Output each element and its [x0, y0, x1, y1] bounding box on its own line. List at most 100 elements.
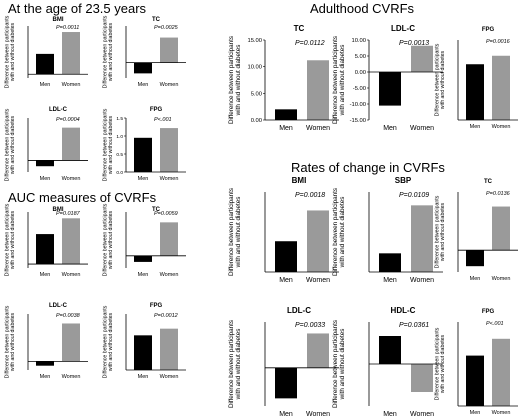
p-value-label: P=0.0033	[295, 322, 325, 329]
x-tick-label: Women	[62, 82, 81, 88]
y-axis-label: Difference between participantswith and …	[228, 188, 242, 276]
chart-title: LDL-C	[287, 306, 311, 315]
x-tick-label: Men	[138, 272, 149, 278]
x-tick-label: Men	[138, 82, 149, 88]
bar-women	[411, 364, 433, 392]
y-axis-label: Difference between participantswith and …	[102, 203, 114, 276]
y-axis-label: Difference between participantswith and …	[4, 108, 16, 181]
p-value-label: P<.001	[486, 321, 504, 327]
x-tick-label: Men	[138, 374, 149, 380]
section-title-rates: Rates of change in CVRFs	[291, 160, 445, 175]
x-tick-label: Women	[62, 374, 81, 380]
bar-chart-5: Difference between participantswith and …	[102, 203, 186, 278]
chart-title: HDL-C	[391, 306, 416, 315]
chart-title: FPG	[150, 107, 163, 113]
y-axis-label: Difference between participantswith and …	[102, 15, 114, 88]
x-tick-label: Men	[279, 411, 293, 418]
x-tick-label: Women	[306, 411, 330, 418]
y-tick-label: 0.0	[116, 170, 123, 176]
bar-chart-9: Difference between participantswith and …	[332, 24, 443, 132]
y-tick-label: 1.5	[116, 116, 123, 122]
chart-title: FPG	[482, 309, 495, 315]
bar-women	[160, 37, 178, 63]
bar-men	[275, 241, 297, 272]
x-tick-label: Women	[306, 277, 330, 284]
bar-men	[36, 234, 54, 265]
bar-men	[36, 160, 54, 167]
bar-women	[307, 333, 329, 368]
y-tick-label: 5.00	[251, 91, 262, 97]
bar-women	[411, 205, 433, 272]
p-value-label: P=0.0136	[486, 191, 511, 197]
bar-chart-10: Difference between participantswith and …	[434, 27, 518, 130]
y-tick-label: -10.00	[350, 102, 366, 108]
chart-title: LDL-C	[49, 303, 68, 309]
chart-title: FPG	[150, 303, 163, 309]
x-tick-label: Men	[40, 374, 51, 380]
y-axis-label: Difference between participantswith and …	[434, 43, 446, 116]
p-value-label: P=0.0004	[56, 117, 80, 123]
x-tick-label: Men	[470, 276, 481, 282]
x-tick-label: Women	[410, 411, 434, 418]
y-tick-label: -15.00	[350, 118, 366, 124]
p-value-label: P=0.0187	[56, 211, 81, 217]
bar-men	[36, 53, 54, 75]
bar-women	[411, 45, 433, 72]
y-axis-label: Difference between participantswith and …	[4, 15, 16, 88]
bar-chart-16: Difference between participantswith and …	[434, 309, 518, 416]
bar-chart-6: Difference between participantswith and …	[4, 303, 88, 380]
section-title-auc: AUC measures of CVRFs	[8, 190, 157, 205]
bar-men	[134, 335, 152, 370]
x-tick-label: Men	[470, 124, 481, 130]
x-tick-label: Women	[160, 82, 179, 88]
bar-men	[134, 62, 152, 74]
x-tick-label: Men	[383, 411, 397, 418]
bar-women	[62, 127, 80, 161]
p-value-label: P=0.0016	[486, 39, 511, 45]
chart-title: BMI	[292, 176, 307, 185]
y-axis-label: Difference between participantswith and …	[228, 36, 242, 124]
bar-men	[275, 109, 297, 120]
x-tick-label: Men	[383, 277, 397, 284]
bar-chart-11: Difference between participantswith and …	[228, 176, 339, 284]
bar-men	[379, 253, 401, 272]
x-tick-label: Men	[40, 272, 51, 278]
y-axis-label: Difference between participantswith and …	[332, 188, 346, 276]
x-tick-label: Men	[40, 176, 51, 182]
bar-chart-3: Difference between participantswith and …	[102, 107, 186, 182]
bar-women	[492, 206, 510, 251]
chart-title: TC	[294, 24, 305, 33]
bar-chart-7: Difference between participantswith and …	[102, 303, 186, 380]
bar-chart-8: Difference between participantswith and …	[228, 24, 339, 132]
x-tick-label: Women	[160, 374, 179, 380]
x-tick-label: Men	[138, 176, 149, 182]
y-axis-label: Difference between participantswith and …	[434, 195, 446, 268]
y-axis-label: Difference between participantswith and …	[228, 320, 242, 408]
p-value-label: P=0.0038	[56, 313, 81, 319]
bar-women	[160, 222, 178, 256]
x-tick-label: Women	[62, 176, 81, 182]
y-axis-label: Difference between participantswith and …	[102, 305, 114, 378]
bar-chart-4: Difference between participantswith and …	[4, 203, 88, 278]
bar-chart-1: Difference between participantswith and …	[102, 15, 186, 88]
bar-women	[62, 323, 80, 362]
x-tick-label: Women	[492, 276, 511, 282]
chart-title: LDL-C	[391, 24, 415, 33]
chart-title: TC	[152, 17, 161, 23]
y-axis-label: Difference between participantswith and …	[4, 203, 16, 276]
x-tick-label: Women	[160, 272, 179, 278]
bar-chart-0: Difference between participantswith and …	[4, 15, 88, 88]
x-tick-label: Men	[383, 125, 397, 132]
y-tick-label: -5.00	[353, 86, 366, 92]
chart-title: FPG	[482, 27, 495, 33]
p-value-label: P=0.0361	[399, 322, 429, 329]
bar-chart-13: Difference between participantswith and …	[434, 179, 518, 282]
y-tick-label: 10.00	[351, 38, 366, 44]
bar-women	[160, 328, 178, 370]
y-axis-label: Difference between participantswith and …	[332, 36, 346, 124]
y-axis-label: Difference between participantswith and …	[102, 108, 114, 181]
bar-men	[379, 72, 401, 106]
bar-men	[134, 137, 152, 172]
bar-women	[307, 210, 329, 272]
p-value-label: P=0.0018	[295, 192, 325, 199]
